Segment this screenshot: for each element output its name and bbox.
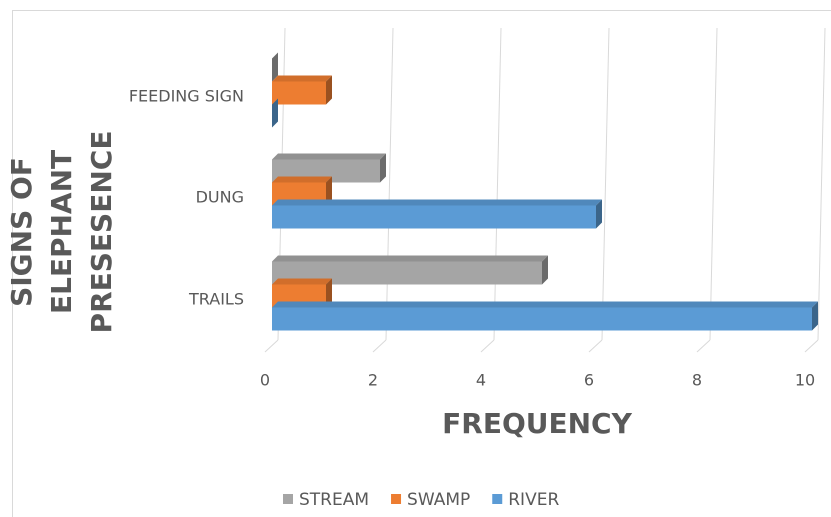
chart-border xyxy=(12,10,831,517)
bar-side xyxy=(326,278,332,308)
bar-front xyxy=(272,307,812,331)
bar xyxy=(272,98,278,128)
legend-label: STREAM xyxy=(299,490,369,510)
y-axis-title: SIGNS OF ELEPHANT PRESESENCE xyxy=(5,130,118,334)
grid-line xyxy=(372,339,387,353)
x-tick-label: 4 xyxy=(476,371,486,390)
x-tick-label: 10 xyxy=(795,371,815,390)
legend-label: SWAMP xyxy=(407,490,470,510)
grid-line xyxy=(817,27,826,341)
bar xyxy=(272,75,332,105)
bar-top xyxy=(272,301,818,308)
x-tick-label: 0 xyxy=(260,371,270,390)
bar xyxy=(272,52,278,82)
y-tick-label: DUNG xyxy=(196,188,244,207)
bar-side xyxy=(812,301,818,331)
bar-side xyxy=(326,176,332,206)
bar-side xyxy=(542,255,548,285)
bar-top xyxy=(272,75,332,82)
grid-line xyxy=(601,27,610,341)
legend-swatch xyxy=(391,494,402,504)
bar xyxy=(272,199,602,229)
bar-top xyxy=(272,278,332,285)
bar-top xyxy=(272,153,386,160)
legend-label: RIVER xyxy=(508,490,559,510)
grid-line xyxy=(480,339,495,353)
y-tick-label: TRAILS xyxy=(188,290,244,309)
x-tick-label: 2 xyxy=(368,371,378,390)
bar-top xyxy=(272,199,602,206)
bar-top xyxy=(272,255,548,262)
bar-front xyxy=(272,205,596,229)
bar xyxy=(272,255,548,285)
grid-line xyxy=(588,339,603,353)
grid-line xyxy=(696,339,711,353)
bar-side xyxy=(272,52,278,82)
bar-side xyxy=(326,75,332,105)
y-tick-label: FEEDING SIGN xyxy=(129,87,244,106)
grid-line xyxy=(385,27,394,341)
legend-swatch xyxy=(492,494,503,504)
legend-swatch xyxy=(283,494,293,504)
bar-front xyxy=(272,261,542,285)
x-tick-label: 8 xyxy=(692,371,702,390)
bar-side xyxy=(272,98,278,128)
grid-line xyxy=(493,27,502,341)
grid-line xyxy=(804,339,819,353)
x-tick-label: 6 xyxy=(584,371,594,390)
bar-front xyxy=(272,81,326,105)
x-axis-title: FREQUENCY xyxy=(442,407,632,440)
bar-side xyxy=(380,153,386,183)
bar-top xyxy=(272,176,332,183)
grid-line xyxy=(264,339,279,353)
grid-line xyxy=(709,27,718,341)
bar xyxy=(272,301,818,331)
bar-side xyxy=(596,199,602,229)
